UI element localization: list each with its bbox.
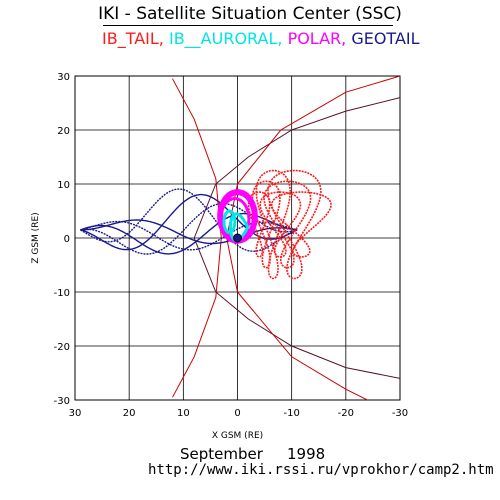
geotail-orbit	[80, 219, 298, 245]
y-axis-label: Z GSM (RE)	[31, 212, 41, 263]
y-tick-label: 20	[57, 126, 70, 137]
x-tick-label: 30	[69, 408, 82, 419]
earth-marker	[233, 233, 242, 243]
geotail-orbit	[80, 188, 298, 253]
y-tick-label: -30	[54, 396, 70, 407]
geotail-orbit	[80, 212, 298, 255]
ib-tail-orbit	[270, 191, 332, 258]
polar-orbit-inner	[219, 197, 251, 242]
legend-geotail: GEOTAIL	[351, 29, 420, 48]
y-tick-label: -20	[54, 342, 70, 353]
y-tick-label: 10	[57, 180, 70, 191]
y-tick-label: 0	[64, 234, 70, 245]
boundary-magnetopause	[193, 97, 400, 379]
ib-tail-orbit	[267, 169, 322, 280]
x-tick-label: 0	[234, 408, 240, 419]
y-tick-label: -10	[54, 288, 70, 299]
legend-polar: POLAR,	[287, 29, 347, 48]
footer-year: 1998	[287, 445, 326, 463]
x-tick-label: -10	[283, 408, 299, 419]
boundary-outer-arc	[226, 76, 400, 400]
legend-ib-auroral: IB__AURORAL,	[168, 29, 283, 48]
x-tick-label: 10	[177, 408, 190, 419]
ib-tail-orbit	[251, 180, 281, 269]
ib-tail-orbit	[255, 169, 292, 280]
ib-tail-orbit	[263, 180, 312, 269]
x-tick-label: 20	[123, 408, 136, 419]
footer-month: September	[180, 445, 263, 463]
geotail-orbit	[80, 202, 298, 255]
geotail-orbit	[80, 193, 298, 251]
boundaries	[172, 76, 400, 400]
legend-ib-tail: IB_TAIL,	[102, 29, 164, 48]
ib-tail-orbit	[259, 191, 302, 258]
ib-auroral-orbit-2	[222, 209, 237, 235]
y-tick-label: 30	[57, 72, 70, 83]
chart-title: IKI - Satellite Situation Center (SSC)	[98, 4, 402, 24]
orbits	[80, 169, 332, 280]
x-tick-label: -20	[338, 408, 354, 419]
x-tick-label: -30	[392, 408, 408, 419]
geotail-orbit	[80, 220, 298, 251]
x-axis-label: X GSM (RE)	[212, 431, 263, 441]
plot-frame	[74, 75, 401, 401]
legend: IB_TAIL, IB__AURORAL, POLAR, GEOTAIL	[102, 29, 420, 48]
title-underline	[103, 25, 393, 26]
footer-url[interactable]: http://www.iki.rssi.ru/vprokhor/camp2.ht…	[148, 462, 494, 478]
